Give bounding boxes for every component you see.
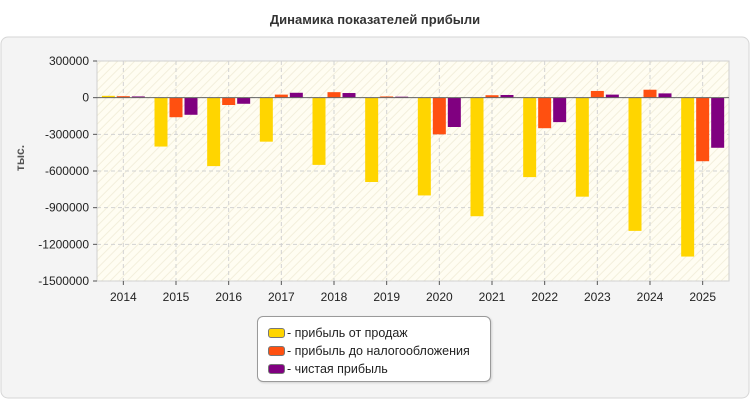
bar-series-1-2018 <box>312 97 326 165</box>
legend-item-net-profit: - чистая прибыль <box>268 360 490 378</box>
x-tick-label: 2015 <box>163 290 190 304</box>
bar-series-2-2014 <box>116 96 130 98</box>
bar-series-3-2015 <box>184 97 198 115</box>
bar-series-1-2019 <box>365 97 379 182</box>
bar-series-3-2025 <box>711 97 725 148</box>
bar-series-3-2014 <box>131 96 145 98</box>
legend: - прибыль от продаж - прибыль до налогоо… <box>257 316 491 382</box>
x-tick-label: 2024 <box>637 290 664 304</box>
bar-series-3-2023 <box>605 94 619 98</box>
y-tick-label: -1500000 <box>38 274 89 288</box>
bar-series-1-2023 <box>575 97 589 197</box>
bar-series-3-2022 <box>553 97 567 123</box>
bar-series-1-2016 <box>207 97 221 167</box>
x-tick-label: 2018 <box>321 290 348 304</box>
x-tick-label: 2023 <box>584 290 611 304</box>
bar-series-2-2021 <box>485 95 499 98</box>
legend-label-pretax-profit: - прибыль до налогообложения <box>287 344 470 358</box>
y-tick-label: -300000 <box>45 127 89 141</box>
legend-item-sales-profit: - прибыль от продаж <box>268 324 490 342</box>
axes: 300000 0 -300000 -600000 -900000 -1200000 -150… <box>38 54 729 304</box>
bar-series-2-2017 <box>274 94 288 98</box>
legend-item-pretax-profit: - прибыль до налогообложения <box>268 342 490 360</box>
bar-series-1-2022 <box>523 97 537 178</box>
bar-series-2-2024 <box>643 89 657 98</box>
legend-swatch-sales-profit <box>268 328 285 338</box>
y-tick-label: 0 <box>82 91 89 105</box>
legend-swatch-net-profit <box>268 364 285 374</box>
bar-series-2-2022 <box>538 97 552 129</box>
bar-series-2-2020 <box>432 97 446 135</box>
bar-series-1-2024 <box>628 97 642 231</box>
y-tick-label: -600000 <box>45 164 89 178</box>
bar-series-1-2015 <box>154 97 168 147</box>
bar-series-3-2017 <box>289 92 303 98</box>
bar-series-1-2020 <box>417 97 431 196</box>
legend-swatch-pretax-profit <box>268 346 285 356</box>
bar-series-1-2017 <box>259 97 273 142</box>
bar-series-3-2016 <box>237 97 251 104</box>
x-tick-label: 2014 <box>110 290 137 304</box>
bar-series-2-2018 <box>327 92 341 98</box>
y-tick-label: 300000 <box>49 54 89 68</box>
x-tick-label: 2020 <box>426 290 453 304</box>
y-tick-label: -1200000 <box>38 237 89 251</box>
bar-series-1-2025 <box>681 97 695 257</box>
bar-series-1-2014 <box>101 95 115 98</box>
x-tick-label: 2025 <box>689 290 716 304</box>
y-tick-label: -900000 <box>45 201 89 215</box>
bar-series-3-2024 <box>658 93 672 98</box>
bar-series-2-2019 <box>380 96 394 98</box>
x-tick-label: 2021 <box>479 290 506 304</box>
x-tick-label: 2016 <box>215 290 242 304</box>
x-tick-label: 2017 <box>268 290 295 304</box>
chart-title: Динамика показателей прибыли <box>270 12 480 27</box>
bar-series-3-2018 <box>342 93 356 98</box>
bar-series-2-2015 <box>169 97 183 118</box>
bar-series-2-2016 <box>222 97 236 105</box>
bar-series-2-2025 <box>696 97 710 162</box>
legend-label-sales-profit: - прибыль от продаж <box>287 326 408 340</box>
legend-label-net-profit: - чистая прибыль <box>287 362 388 376</box>
bar-series-2-2023 <box>590 90 604 98</box>
bar-series-1-2021 <box>470 97 484 217</box>
bars <box>101 89 725 257</box>
y-axis-label: тыс. <box>13 145 27 171</box>
x-tick-label: 2022 <box>531 290 558 304</box>
x-tick-label: 2019 <box>373 290 400 304</box>
bar-series-3-2021 <box>500 94 514 98</box>
bar-series-3-2020 <box>447 97 461 127</box>
